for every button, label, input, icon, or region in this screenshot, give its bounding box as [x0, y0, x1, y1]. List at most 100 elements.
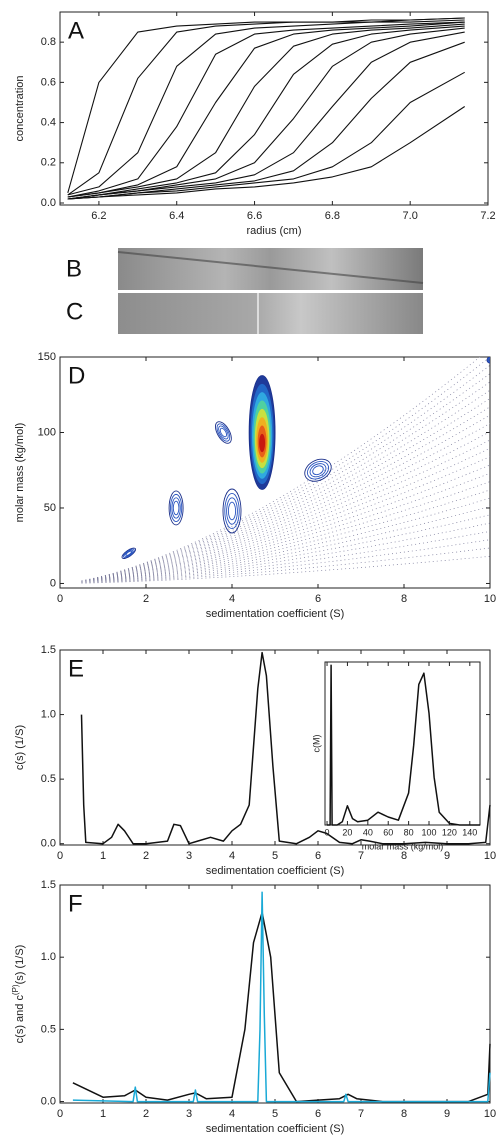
contour-level	[218, 425, 229, 440]
image-b	[118, 248, 423, 290]
x-tick-label: 4	[229, 850, 235, 862]
y-tick-label: 0.6	[41, 76, 56, 88]
x-tick-label: 10	[484, 1108, 496, 1120]
y-tick-label: 0.0	[41, 1095, 56, 1107]
x-tick-label: 120	[442, 827, 457, 837]
fan-line	[81, 531, 490, 584]
x-tick-label: 5	[272, 850, 278, 862]
fan-line	[81, 365, 490, 582]
contour-peak	[304, 458, 332, 482]
panel-letter: D	[68, 362, 85, 389]
x-tick-label: 2	[143, 593, 149, 605]
contour-level	[304, 458, 332, 482]
x-tick-label: 0	[57, 1108, 63, 1120]
x-tick-label: 20	[342, 827, 352, 837]
panel-letter: F	[68, 890, 83, 917]
y-tick-label: 0.0	[41, 197, 56, 209]
x-tick-label: 40	[363, 827, 373, 837]
x-tick-label: 6.6	[247, 210, 262, 222]
y-tick-label: 0.2	[41, 157, 56, 169]
y-axis-label: c(s) and c(P)(s) (1/S)	[11, 945, 26, 1044]
panel-letter: C	[66, 298, 83, 325]
data-line	[67, 17, 465, 196]
contour-level	[216, 423, 231, 442]
contour-level	[226, 497, 238, 525]
x-tick-label: 8	[401, 1108, 407, 1120]
contour-peak	[215, 421, 232, 444]
y-axis-label-part: c(s) and c	[14, 995, 26, 1044]
fan-line	[81, 555, 490, 584]
x-tick-label: 60	[383, 827, 393, 837]
x-tick-label: 8	[401, 850, 407, 862]
contour-level	[222, 488, 242, 534]
x-tick-label: 6	[315, 593, 321, 605]
plot-frame	[59, 11, 489, 206]
x-tick-label: 0	[325, 827, 330, 837]
panel-letter: E	[68, 655, 84, 682]
panel-letter: B	[66, 255, 82, 282]
fan-line	[81, 398, 490, 582]
contour-level	[172, 500, 180, 516]
contour-level	[487, 357, 490, 363]
contour-level	[215, 421, 232, 444]
x-tick-label: 6.4	[169, 210, 184, 222]
fan-line	[81, 489, 490, 583]
x-tick-label: 1	[100, 1108, 106, 1120]
fan-line	[81, 514, 490, 584]
data-line	[67, 23, 465, 198]
y-tick-label: 1.0	[41, 951, 56, 963]
x-tick-label: 7.0	[403, 210, 418, 222]
x-tick-label: 100	[421, 827, 436, 837]
fan-line	[81, 481, 490, 583]
x-tick-label: 4	[229, 1108, 235, 1120]
data-line	[67, 19, 465, 196]
contour-level	[125, 550, 132, 556]
x-tick-label: 7	[358, 1108, 364, 1120]
image-b-streak	[117, 251, 424, 284]
x-axis-label: radius (cm)	[246, 225, 301, 237]
x-tick-label: 0	[57, 593, 63, 605]
x-tick-label: 9	[444, 850, 450, 862]
x-tick-label: 140	[462, 827, 477, 837]
contour-peak	[486, 357, 490, 364]
x-axis-label: sedimentation coefficient (S)	[206, 865, 345, 877]
x-axis-label: sedimentation coefficient (S)	[206, 608, 345, 620]
contour-level	[486, 357, 490, 364]
y-tick-label: 0.4	[41, 116, 56, 128]
data-line	[67, 21, 465, 198]
data-line	[67, 25, 465, 200]
contour-level	[306, 460, 330, 480]
contour-level	[259, 433, 266, 453]
x-tick-label: 6	[315, 850, 321, 862]
fan-line	[81, 464, 490, 583]
fan-line	[81, 539, 490, 584]
contour-level	[488, 358, 490, 362]
fan-line	[81, 389, 490, 582]
contour-level	[227, 501, 237, 521]
x-tick-label: 6.8	[325, 210, 340, 222]
contour-level	[309, 463, 327, 478]
fan-line	[81, 472, 490, 583]
x-tick-label: 0	[57, 850, 63, 862]
x-tick-label: 10	[484, 593, 496, 605]
fan-line	[81, 431, 490, 583]
contour-level	[171, 497, 181, 519]
contour-level	[121, 547, 137, 559]
data-line	[72, 891, 491, 1103]
x-tick-label: 7.2	[480, 210, 495, 222]
x-tick-label: 4	[229, 593, 235, 605]
y-axis-label: c(s) (1/S)	[14, 725, 26, 770]
fan-line	[81, 506, 490, 583]
panel-letter: A	[68, 17, 84, 44]
contour-level	[170, 493, 183, 523]
contour-level	[224, 492, 240, 530]
contour-level	[168, 490, 184, 526]
data-line	[327, 664, 480, 826]
y-tick-label: 0.5	[41, 1023, 56, 1035]
fan-line	[81, 357, 490, 582]
x-tick-label: 3	[186, 1108, 192, 1120]
contour-peak	[222, 488, 242, 534]
image-c	[118, 293, 423, 334]
contour-level	[312, 465, 324, 476]
